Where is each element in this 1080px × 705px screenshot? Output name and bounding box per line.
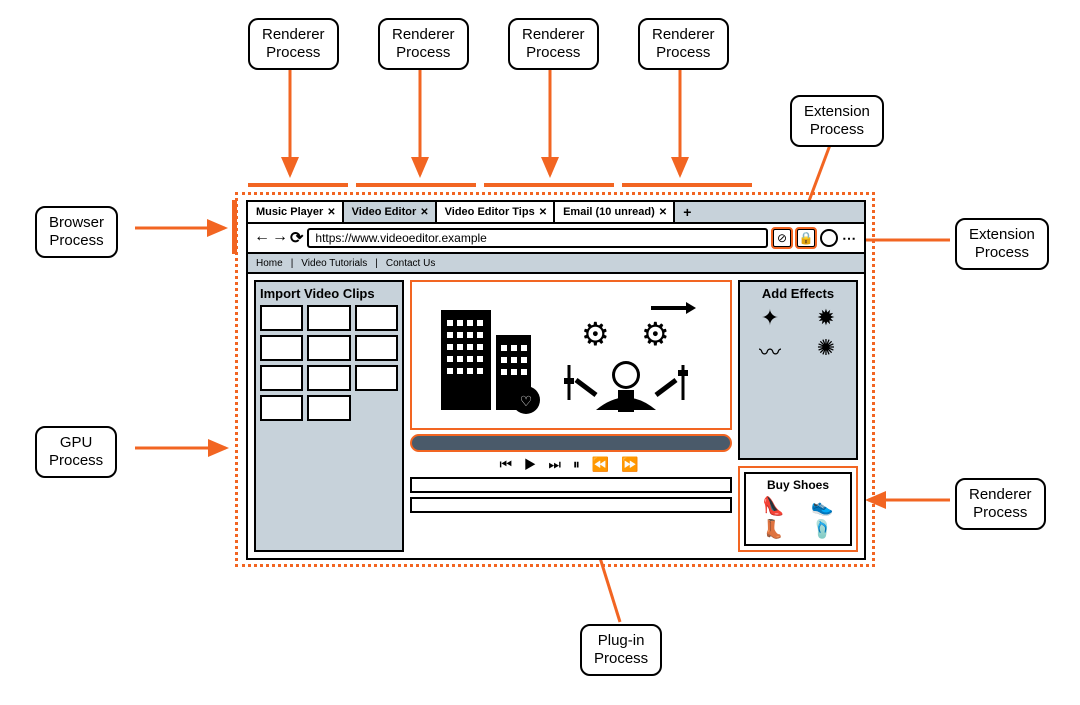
- clip-thumb[interactable]: [260, 365, 303, 391]
- tab-label: Video Editor: [352, 206, 417, 218]
- import-panel: Import Video Clips: [254, 280, 404, 552]
- clip-thumb[interactable]: [355, 365, 398, 391]
- timeline-track-2[interactable]: [410, 497, 732, 513]
- shoe-item[interactable]: 👟: [799, 496, 846, 517]
- clip-thumb[interactable]: [307, 395, 350, 421]
- nav-link-tutorials[interactable]: Video Tutorials: [301, 258, 367, 269]
- browser-process-bar: [232, 200, 237, 254]
- svg-text:⚙: ⚙: [581, 316, 610, 352]
- timeline-track-1[interactable]: [410, 477, 732, 493]
- effects-panel: Add Effects ✦ ✹ 〰 ✺: [738, 280, 858, 460]
- close-icon[interactable]: ✕: [539, 207, 547, 218]
- tab-video-editor-tips[interactable]: Video Editor Tips ✕: [437, 202, 555, 222]
- reload-icon[interactable]: ⟳: [290, 228, 303, 248]
- url-text: https://www.videoeditor.example: [315, 231, 486, 245]
- tab-video-editor[interactable]: Video Editor ✕: [344, 202, 437, 222]
- import-title: Import Video Clips: [260, 286, 398, 301]
- media-controls[interactable]: ⏮ ▶ ⏭ ⏸ ⏪ ⏩: [410, 456, 732, 473]
- clip-thumb[interactable]: [260, 335, 303, 361]
- page-content: Import Video Clips: [248, 274, 864, 558]
- effects-title: Add Effects: [744, 286, 852, 301]
- effect-item[interactable]: ✦: [744, 305, 796, 331]
- video-preview[interactable]: ♡ ⚙ ⚙: [410, 280, 732, 430]
- browser-process-label: Browser Process: [35, 206, 118, 258]
- extension-process-label-top: Extension Process: [790, 95, 884, 147]
- clip-thumb[interactable]: [260, 395, 303, 421]
- back-icon[interactable]: ←: [254, 228, 270, 248]
- renderer-label-3: Renderer Process: [508, 18, 599, 70]
- extension-process-label-right: Extension Process: [955, 218, 1049, 270]
- close-icon[interactable]: ✕: [659, 207, 667, 218]
- renderer-label-1: Renderer Process: [248, 18, 339, 70]
- site-nav: Home | Video Tutorials | Contact Us: [248, 254, 864, 274]
- right-panel: Add Effects ✦ ✹ 〰 ✺ Buy Shoes 👠 👟 👢 🩴: [738, 280, 858, 552]
- clip-thumb[interactable]: [355, 305, 398, 331]
- close-icon[interactable]: ✕: [420, 207, 428, 218]
- toolbar: ← → ⟳ https://www.videoeditor.example ⊘ …: [248, 224, 864, 254]
- effect-item[interactable]: 〰: [744, 335, 796, 367]
- tab-bracket-3: [484, 183, 614, 187]
- extension-icon-2[interactable]: 🔒: [796, 228, 816, 248]
- tab-bar: Music Player ✕ Video Editor ✕ Video Edit…: [248, 202, 864, 224]
- tab-bracket-4: [622, 183, 752, 187]
- shoe-item[interactable]: 👠: [750, 496, 797, 517]
- svg-text:⚙: ⚙: [641, 316, 670, 352]
- new-tab-button[interactable]: +: [675, 202, 699, 222]
- avatar-icon[interactable]: [820, 229, 838, 247]
- nav-link-home[interactable]: Home: [256, 258, 283, 269]
- tab-bracket-2: [356, 183, 476, 187]
- ad-panel: Buy Shoes 👠 👟 👢 🩴: [738, 466, 858, 552]
- forward-icon[interactable]: →: [272, 228, 288, 248]
- effect-item[interactable]: ✺: [800, 335, 852, 367]
- clip-thumb[interactable]: [307, 305, 350, 331]
- close-icon[interactable]: ✕: [327, 207, 335, 218]
- scrub-bar[interactable]: [410, 434, 732, 452]
- shoe-item[interactable]: 👢: [750, 519, 797, 540]
- clip-grid: [260, 305, 398, 421]
- clip-thumb[interactable]: [307, 335, 350, 361]
- renderer-process-label-right: Renderer Process: [955, 478, 1046, 530]
- nav-link-contact[interactable]: Contact Us: [386, 258, 435, 269]
- svg-text:♡: ♡: [520, 393, 533, 409]
- ad-title: Buy Shoes: [750, 478, 846, 492]
- url-bar[interactable]: https://www.videoeditor.example: [307, 228, 768, 248]
- tab-bracket-1: [248, 183, 348, 187]
- tab-email[interactable]: Email (10 unread) ✕: [555, 202, 675, 222]
- tab-label: Email (10 unread): [563, 206, 655, 218]
- extension-icon-1[interactable]: ⊘: [772, 228, 792, 248]
- browser-window: Music Player ✕ Video Editor ✕ Video Edit…: [246, 200, 866, 560]
- clip-thumb[interactable]: [307, 365, 350, 391]
- effect-item[interactable]: ✹: [800, 305, 852, 331]
- gpu-process-label: GPU Process: [35, 426, 117, 478]
- menu-icon[interactable]: ⋯: [842, 230, 858, 247]
- shoe-item[interactable]: 🩴: [799, 519, 846, 540]
- tab-music-player[interactable]: Music Player ✕: [248, 202, 344, 222]
- clip-thumb[interactable]: [355, 335, 398, 361]
- editor-panel: ♡ ⚙ ⚙: [410, 280, 732, 552]
- plugin-process-label: Plug-in Process: [580, 624, 662, 676]
- renderer-label-2: Renderer Process: [378, 18, 469, 70]
- preview-art: ♡ ⚙ ⚙: [431, 290, 711, 420]
- clip-thumb[interactable]: [260, 305, 303, 331]
- renderer-label-4: Renderer Process: [638, 18, 729, 70]
- tab-label: Music Player: [256, 206, 323, 218]
- tab-label: Video Editor Tips: [445, 206, 535, 218]
